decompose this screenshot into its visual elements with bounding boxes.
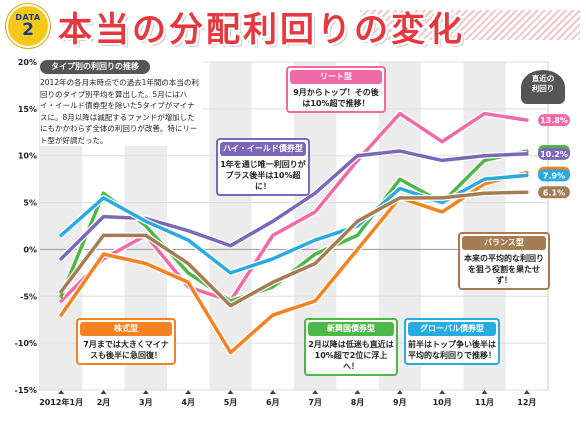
end-label-pill — [538, 114, 570, 127]
month-band — [209, 62, 252, 390]
equity-callout-body: 7月までは大きくマイナスも後半に急回復！ — [83, 340, 169, 360]
high-yield-callout-body: 1年を通じ唯一利回りがプラス後半は10%超に！ — [220, 160, 306, 191]
x-tick-marker — [227, 390, 234, 394]
x-tick-marker — [312, 390, 319, 394]
x-tick-label: 12月 — [517, 398, 536, 407]
x-tick-label: 7月 — [308, 398, 322, 407]
latest-yield-header: 直近の 利回り — [521, 70, 565, 104]
emerging-callout: 新興国債券型 2月以降は低迷も直近は10%超で2位に浮上へ！ — [304, 318, 398, 376]
data-badge-number: 2 — [22, 20, 34, 40]
balance-callout: バランス型 本来の平均的な利回りを狙う役割を果たせず！ — [458, 232, 550, 290]
y-tick-label: -5% — [20, 292, 37, 301]
balance-callout-header: バランス型 — [462, 236, 546, 250]
end-label-pill — [538, 147, 570, 160]
end-label-pill — [538, 186, 570, 199]
page-title: 本当の分配利回りの変化 — [58, 10, 465, 50]
x-tick-marker — [269, 390, 276, 394]
x-tick-label: 11月 — [475, 398, 494, 407]
x-tick-marker — [100, 390, 107, 394]
y-tick-label: 10% — [18, 152, 37, 161]
end-label: 10.2% — [540, 150, 568, 159]
reit-callout-body: 9月からトップ！その後は10%超で推移！ — [293, 88, 379, 108]
x-tick-label: 5月 — [224, 398, 238, 407]
global-callout-header: グローバル債券型 — [408, 322, 496, 336]
y-tick-label: 15% — [18, 105, 37, 114]
global-callout: グローバル債券型 前半はトップ争い後半は平均的な利回りで推移！ — [404, 318, 500, 365]
type-description-box: タイプ別の利回りの推移 2012年の各月末時点での過去1年間の本当の利回りのタイ… — [40, 60, 202, 146]
series-line-0 — [59, 111, 529, 303]
reit-callout-header: リート型 — [290, 70, 382, 84]
data-badge: DATA 2 — [6, 4, 50, 48]
y-tick-label: 0% — [23, 245, 37, 254]
x-tick-marker — [481, 390, 488, 394]
x-tick-label: 10月 — [433, 398, 452, 407]
x-axis-ticks: 2012年1月 2月 3月 4月 5月 6月 7月 8月 9月 10月 11月 12月 — [39, 390, 536, 407]
x-tick-marker — [354, 390, 361, 394]
equity-callout-header: 株式型 — [80, 322, 172, 336]
x-tick-label: 2月 — [97, 398, 111, 407]
x-tick-marker — [523, 390, 530, 394]
end-label-pill — [538, 169, 570, 182]
series-line-3 — [59, 170, 529, 355]
x-tick-marker — [185, 390, 192, 394]
x-tick-label: 9月 — [393, 398, 407, 407]
x-tick-marker — [58, 390, 65, 394]
y-tick-label: -15% — [15, 386, 37, 395]
y-tick-label: 5% — [23, 199, 37, 208]
emerging-callout-body: 2月以降は低迷も直近は10%超で2位に浮上へ！ — [308, 340, 394, 371]
x-tick-label: 8月 — [351, 398, 365, 407]
x-tick-label: 3月 — [139, 398, 153, 407]
end-label: 6.1% — [543, 188, 565, 197]
series-lines — [58, 110, 529, 356]
reit-callout: リート型 9月からトップ！その後は10%超で推移！ — [286, 66, 386, 113]
header: DATA 2 本当の分配利回りの変化 — [0, 0, 586, 50]
emerging-callout-header: 新興国債券型 — [308, 322, 394, 336]
title-hatch-decoration — [360, 10, 580, 40]
global-callout-body: 前半はトップ争い後半は平均的な利回りで推移！ — [408, 340, 496, 360]
x-tick-label: 4月 — [181, 398, 195, 407]
type-description-header: タイプ別の利回りの推移 — [40, 60, 150, 74]
x-tick-marker — [439, 390, 446, 394]
x-tick-marker — [142, 390, 149, 394]
end-label: 13.8% — [540, 116, 568, 125]
type-description-body: 2012年の各月末時点での過去1年間の本当の利回りのタイプ別平均を算出した。5月… — [40, 78, 199, 145]
end-label: 7.9% — [543, 171, 565, 180]
balance-callout-body: 本来の平均的な利回りを狙う役割を果たせず！ — [464, 254, 544, 285]
end-labels: 13.8%10.5%10.2%8.2%7.9%6.1% — [538, 114, 570, 199]
high-yield-callout: ハイ・イールド債券型 1年を通じ唯一利回りがプラス後半は10%超に！ — [216, 138, 310, 196]
x-tick-label: 2012年1月 — [39, 397, 83, 407]
y-tick-label: 20% — [18, 58, 37, 67]
y-tick-label: -10% — [15, 339, 37, 348]
x-tick-marker — [396, 390, 403, 394]
high-yield-callout-header: ハイ・イールド債券型 — [220, 142, 306, 156]
data-badge-label: DATA — [15, 13, 41, 22]
equity-callout: 株式型 7月までは大きくマイナスも後半に急回復！ — [76, 318, 176, 365]
x-tick-label: 6月 — [266, 398, 280, 407]
series-line-5 — [59, 190, 529, 308]
